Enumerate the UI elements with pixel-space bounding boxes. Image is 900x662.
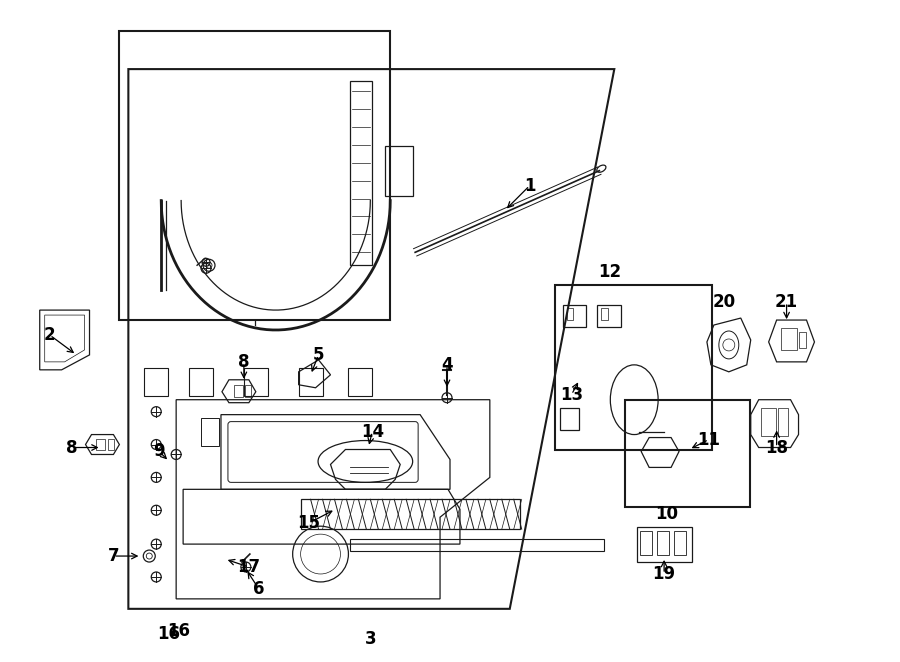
Text: 2: 2 [44,326,56,344]
Text: 19: 19 [652,565,676,583]
Text: 6: 6 [253,580,265,598]
Text: 14: 14 [361,422,384,441]
Text: 10: 10 [655,505,679,523]
Text: 16: 16 [158,625,181,643]
Text: 8: 8 [238,353,249,371]
Text: 18: 18 [765,438,788,457]
Text: 5: 5 [313,346,324,364]
Text: 8: 8 [66,438,77,457]
Text: 1: 1 [524,177,536,195]
Text: 15: 15 [297,514,320,532]
Text: 3: 3 [364,630,376,647]
Text: 16: 16 [167,622,191,639]
Text: 11: 11 [698,430,720,449]
Text: 13: 13 [560,386,583,404]
Text: 20: 20 [712,293,735,311]
Text: 4: 4 [441,356,453,374]
Text: 12: 12 [598,263,621,281]
Text: 17: 17 [238,558,260,576]
Text: 9: 9 [153,442,165,461]
Text: 21: 21 [775,293,798,311]
Text: 7: 7 [108,547,119,565]
